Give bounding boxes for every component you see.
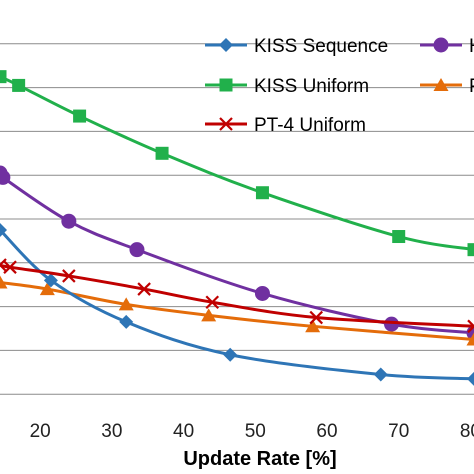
point-pt-4-uniform xyxy=(137,282,151,296)
point-kiss-uniform xyxy=(155,146,169,160)
x-tick-label: 50 xyxy=(245,421,266,442)
legend-item-kiss-uniform: KISS Uniform xyxy=(205,76,369,97)
point-p xyxy=(0,275,8,289)
point-h xyxy=(129,242,145,258)
point-kiss-uniform xyxy=(255,186,269,200)
series-pt-4-uniform xyxy=(0,258,474,334)
point-kiss-uniform xyxy=(392,230,406,244)
legend-label: PT-4 Uniform xyxy=(254,115,366,136)
x-tick-label: 60 xyxy=(316,421,337,442)
point-kiss-sequence xyxy=(223,347,238,362)
point-pt-4-uniform xyxy=(467,319,474,334)
point-kiss-uniform xyxy=(73,109,87,123)
point-kiss-uniform xyxy=(12,78,26,92)
legend-label: KISS Sequence xyxy=(254,36,388,57)
line-pt-4-uniform xyxy=(0,263,474,328)
series-p xyxy=(0,275,474,346)
point-p xyxy=(118,297,134,311)
series-kiss-sequence xyxy=(0,222,474,386)
point-h xyxy=(254,285,270,301)
x-axis-title: Update Rate [%] xyxy=(183,448,336,470)
point-p xyxy=(201,308,217,322)
x-tick-label: 70 xyxy=(388,421,409,442)
legend-label: KISS Uniform xyxy=(254,76,369,97)
legend-label: P xyxy=(469,76,474,97)
legend-label: H xyxy=(469,36,474,57)
legend-item-pt-4-uniform: PT-4 Uniform xyxy=(205,115,366,136)
x-tick-label: 20 xyxy=(30,421,51,442)
point-h xyxy=(0,169,11,185)
point-p xyxy=(305,319,321,333)
series-kiss-uniform xyxy=(0,70,474,257)
point-pt-4-uniform xyxy=(309,310,324,325)
point-kiss-sequence xyxy=(467,371,474,386)
point-kiss-uniform xyxy=(467,243,474,257)
point-h xyxy=(384,316,400,332)
point-p xyxy=(466,332,474,346)
point-kiss-sequence xyxy=(0,222,7,237)
x-tick-label: 40 xyxy=(173,421,194,442)
point-kiss-sequence xyxy=(43,273,58,288)
point-kiss-uniform xyxy=(0,70,7,84)
point-kiss-sequence xyxy=(373,367,388,382)
legend-item-kiss-sequence: KISS Sequence xyxy=(205,36,388,57)
legend-item-h: H xyxy=(420,36,474,57)
point-pt-4-uniform xyxy=(0,258,7,272)
legend-marker xyxy=(219,78,233,92)
point-pt-4-uniform xyxy=(62,269,76,283)
legend-marker xyxy=(433,37,449,53)
legend-marker xyxy=(219,38,233,52)
point-pt-4-uniform xyxy=(3,260,17,274)
point-h xyxy=(61,213,77,229)
point-kiss-sequence xyxy=(119,314,134,329)
legend-marker xyxy=(219,117,233,131)
point-p xyxy=(39,282,55,296)
series-group xyxy=(0,70,474,386)
legend: KISS Sequence H KISS Uniform P PT-4 Uniform xyxy=(205,36,474,136)
point-pt-4-uniform xyxy=(205,295,220,309)
x-tick-label: 80 xyxy=(460,421,474,442)
x-tick-labels: 20 30 40 50 60 70 80 xyxy=(30,421,474,442)
legend-marker xyxy=(433,78,449,91)
legend-item-p: P xyxy=(420,76,474,97)
x-tick-label: 30 xyxy=(101,421,122,442)
